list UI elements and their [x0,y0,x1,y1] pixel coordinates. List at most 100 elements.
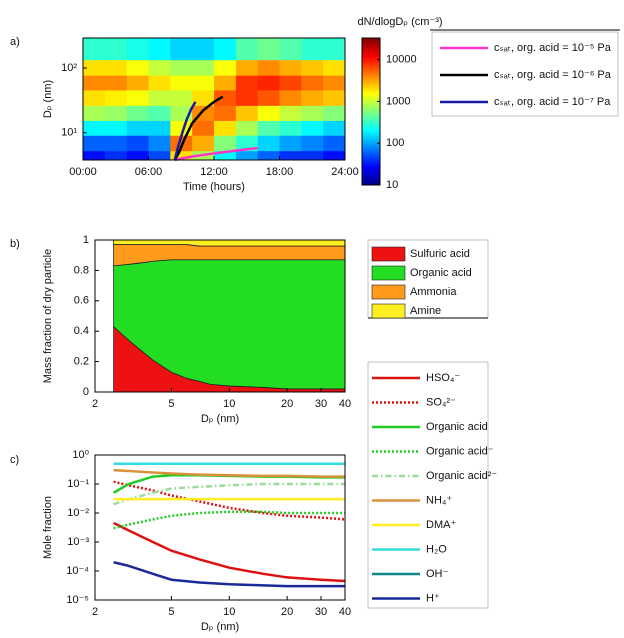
plot-area [112,462,345,588]
legend-label: OH⁻ [426,568,449,580]
colorbar-segment [362,60,380,63]
colorbar-segment [362,89,380,93]
y-tick-label: 10⁰ [72,449,89,461]
heat-cell [170,38,193,61]
y-axis-label: Mole fraction [42,496,54,559]
heat-cell [301,75,324,91]
heat-cell [170,75,193,91]
heat-cell [192,59,215,76]
heat-cell [279,89,302,106]
heat-cell [148,150,171,161]
colorbar-segment [362,145,380,149]
colorbar-segment [362,96,380,100]
colorbar-segment [362,150,380,154]
colorbar-segment [362,45,380,49]
colorbar-segment [362,133,380,137]
heat-cell [323,105,346,121]
heat-cell [257,59,280,76]
series-line [113,510,345,530]
colorbar-segment [362,106,380,110]
colorbar-segment [362,167,380,171]
legend-label: Organic acid [410,267,472,279]
heat-cell [279,59,302,76]
colorbar-segment [362,79,380,83]
heat-cell [235,89,259,106]
colorbar-segment [362,128,380,132]
heat-cell [301,120,324,136]
heat-cell [83,59,106,76]
colorbar-segment [362,172,380,176]
heat-cell [323,75,346,91]
colorbar-segment [362,121,380,125]
heat-cell [104,135,128,152]
colorbar-segment [362,118,380,122]
colorbar-segment [362,94,380,98]
heat-cell [301,38,324,61]
heat-cell [257,135,280,152]
y-tick-label: 0.4 [74,325,89,337]
colorbar-segment [362,111,380,115]
heat-cell [148,38,171,61]
heat-cell [257,150,280,161]
legend-label: cₛₐₜ, org. acid = 10⁻⁵ Pa [494,42,612,54]
heat-cell [83,105,106,121]
heat-cell [126,38,149,61]
x-tick-label: 24:00 [331,166,359,178]
heat-cell [235,38,259,61]
colorbar-segment [362,55,380,59]
heat-cell [214,75,237,91]
legend-swatch [371,246,406,262]
heat-cell [257,105,280,121]
colorbar-segment [362,47,380,51]
heat-cell [126,135,149,152]
heat-cell [214,89,237,106]
legend-label: Organic acid [426,421,488,433]
x-axis-label: Dₚ (nm) [201,413,239,425]
heat-cell [148,59,171,76]
growth-line [173,95,224,161]
heat-cell [126,75,149,91]
heat-cell [126,59,149,76]
legend-swatch [371,265,406,281]
y-tick-label: 10¹ [61,127,77,139]
legend-label: NH₄⁺ [426,494,452,506]
x-tick-label: 2 [92,606,98,618]
heat-cell [323,135,346,152]
heat-cell [323,38,346,61]
colorbar-segment [362,175,380,179]
colorbar-segment [362,160,380,164]
y-tick-label: 0.2 [74,356,89,368]
plot-frame [94,239,346,393]
heat-cell [104,120,128,136]
growth-line [173,101,197,161]
colorbar-segment [362,38,380,41]
colorbar-segment [362,74,380,78]
y-tick-label: 0.8 [74,264,89,276]
colorbar-segment [362,62,380,66]
heat-cell [235,135,259,152]
x-tick-label: 30 [315,398,327,410]
y-tick-label: 10⁻³ [67,536,89,548]
heat-cell [279,105,302,121]
heat-cell [235,59,259,76]
heat-cell [279,38,302,61]
colorbar-frame [361,37,381,186]
heat-cell [257,38,280,61]
colorbar-segment [362,143,380,147]
colorbar-segment [362,84,380,88]
x-tick-label: 18:00 [266,166,294,178]
colorbar-segment [362,153,380,157]
y-tick-label: 10⁻² [67,507,89,519]
heat-cell [301,59,324,76]
legend-label: HSO₄⁻ [426,372,460,384]
heat-cell [104,150,128,161]
y-tick-label: 10⁻¹ [67,478,89,490]
legend-label: H₂O [426,543,447,555]
x-tick-label: 00:00 [69,166,97,178]
colorbar-segment [362,40,380,44]
heat-cell [323,59,346,76]
x-axis-label: Dₚ (nm) [201,621,239,633]
colorbar-tick-label: 10 [386,179,398,191]
y-tick-label: 10⁻⁵ [66,594,89,606]
